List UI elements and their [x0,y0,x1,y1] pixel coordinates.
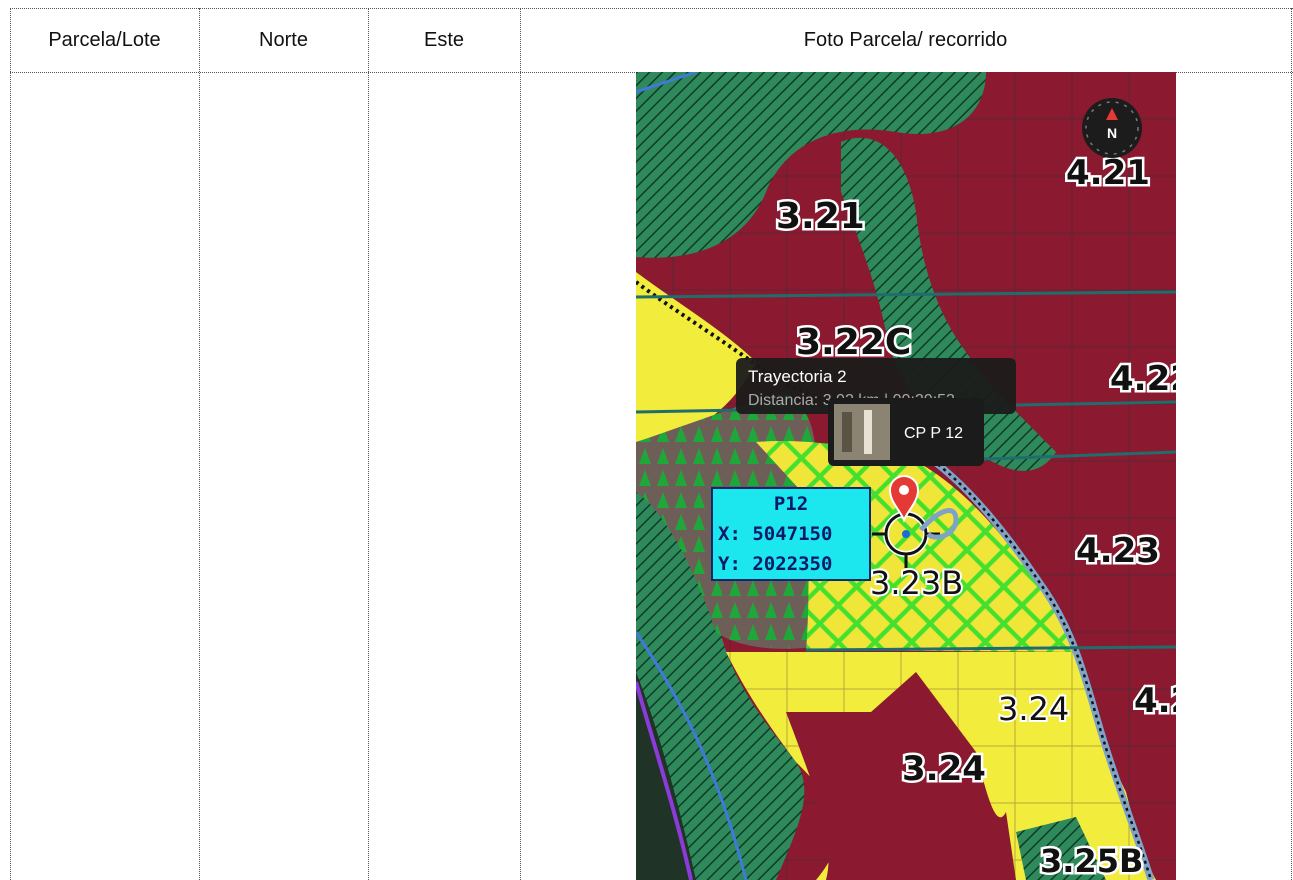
stand-label: 3.24 [998,690,1069,728]
satellite-strip [636,672,696,880]
point-y-coordinate: Y: 2022350 [718,553,832,575]
stand-label: 3.23B [870,564,963,602]
location-pin-icon[interactable] [888,475,920,523]
stand-label: 3.25B [1040,842,1143,880]
point-name: P12 [774,493,808,515]
point-x-coordinate: X: 5047150 [718,523,832,545]
header-norte: Norte [259,28,308,51]
stand-label: 3.24 [902,749,986,789]
stand-label: 4.22 [1110,359,1176,399]
boundary-purple [636,681,693,880]
photo-thumbnail-detail [864,410,872,454]
photo-marker-label: CP P 12 [904,425,963,442]
map-screenshot[interactable]: 3.21 4.21 3.22C 4.22 3.23B 4.23 3.24 4.2… [636,72,1176,880]
photo-thumbnail-detail [842,412,852,452]
stand-label: 4.2 [1134,681,1176,721]
forest-patch-bottom [1016,817,1106,880]
track-loop [919,508,959,540]
compass-north-label: N [1107,125,1117,141]
header-parcela-lote: Parcela/Lote [48,28,161,51]
column-divider [199,8,200,880]
compass-icon[interactable]: N [1082,98,1142,158]
stand-yellow-left [636,272,756,452]
table-top-border [10,8,1293,9]
point-coordinate-box[interactable]: P12 X: 5047150 Y: 2022350 [711,487,871,581]
photo-marker[interactable]: CP P 12 [828,398,984,466]
road-line [805,645,1176,652]
stand-label: 3.22C [796,322,911,363]
stream-line [636,72,697,94]
forest-tongue [841,137,1056,471]
cell-este [368,72,520,872]
cell-parcela-lote [10,72,199,872]
table-left-border [10,8,11,880]
header-este: Este [423,28,465,51]
header-foto-parcela: Foto Parcela/ recorrido [803,28,1008,51]
cell-norte [199,72,368,872]
road-line [636,290,1176,299]
table-right-border [1291,8,1292,880]
track-dotted [920,450,1153,880]
stand-324-red [786,672,1016,880]
column-divider [368,8,369,880]
track-title: Trayectoria 2 [748,367,847,386]
stand-label: 3.21 [776,196,865,237]
stand-label: 4.23 [1076,531,1160,571]
stream-line [636,631,748,880]
stand-label: 4.21 [1066,153,1150,193]
column-divider [520,8,521,880]
forest-area-left [636,452,805,880]
forest-area-top [636,72,986,258]
